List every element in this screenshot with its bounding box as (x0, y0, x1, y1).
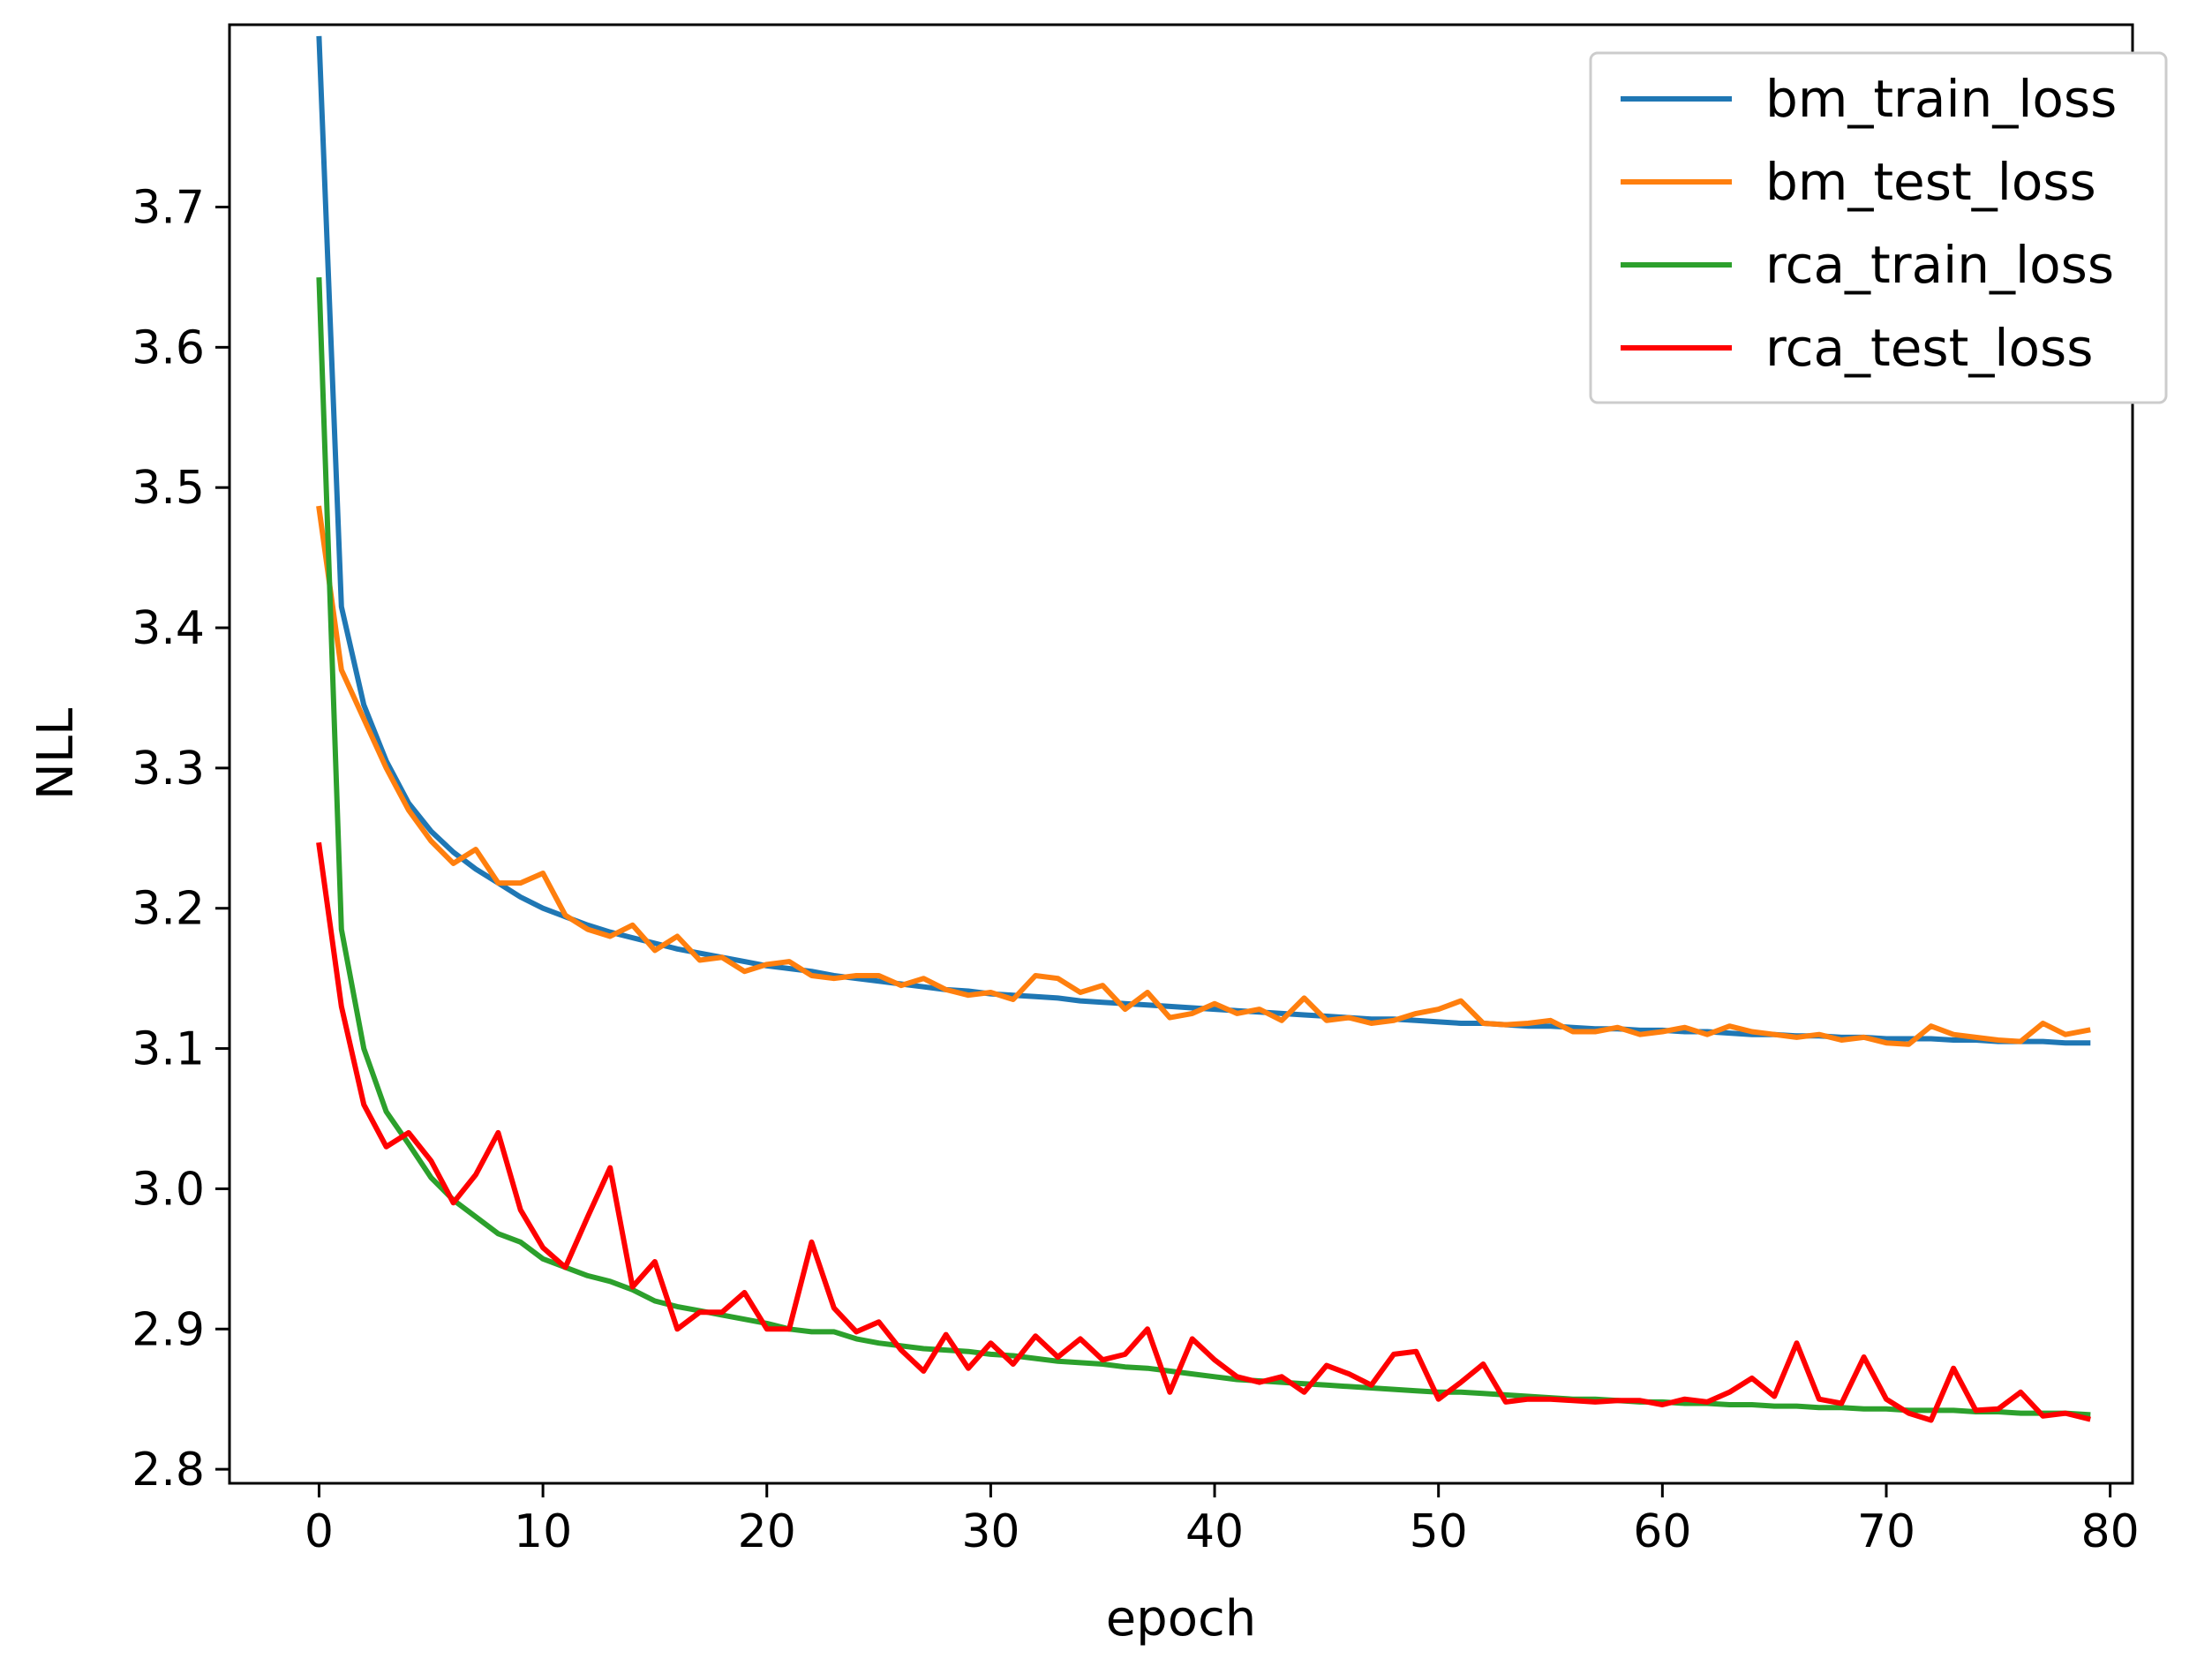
x-axis-label: epoch (1106, 1590, 1257, 1648)
series-line-rca-train-loss (316, 276, 2091, 1418)
series-line-bm-test-loss (316, 505, 2091, 1047)
legend-label-bm-train-loss: bm_train_loss (1765, 69, 2117, 129)
y-axis-label: NLL (27, 708, 85, 800)
legend-label-rca-test-loss: rca_test_loss (1765, 318, 2093, 378)
y-tick-label: 2.9 (132, 1303, 205, 1356)
legend-box (1589, 51, 2168, 404)
x-tick-label: 70 (1857, 1505, 1915, 1558)
x-tick-label: 30 (961, 1505, 1019, 1558)
plot-frame (228, 23, 2134, 1485)
y-tick-label: 2.8 (132, 1444, 205, 1497)
y-tick-label: 3.2 (132, 883, 205, 936)
series-layer (316, 35, 2091, 1423)
x-tick-label: 0 (305, 1505, 334, 1558)
y-tick-label: 3.1 (132, 1023, 205, 1076)
y-tick-label: 3.3 (132, 743, 205, 796)
x-tick-label: 40 (1185, 1505, 1244, 1558)
x-tick-label: 50 (1410, 1505, 1468, 1558)
x-axis-ticks: 0 10 20 30 40 50 60 70 80 (305, 1483, 2140, 1558)
x-tick-label: 60 (1633, 1505, 1691, 1558)
y-tick-label: 3.6 (132, 321, 205, 374)
y-tick-label: 3.4 (132, 602, 205, 655)
legend: bm_train_loss bm_test_loss rca_train_lossr… (1589, 51, 2168, 404)
x-tick-label: 80 (2081, 1505, 2140, 1558)
y-tick-label: 3.7 (132, 182, 205, 235)
x-tick-label: 20 (738, 1505, 796, 1558)
y-tick-label: 3.0 (132, 1163, 205, 1216)
legend-label-rca-train-loss: rca_train_loss (1765, 235, 2114, 295)
legend-label-bm-test-loss: bm_test_loss (1765, 152, 2096, 212)
series-line-rca-test-loss (316, 841, 2091, 1423)
y-tick-label: 3.5 (132, 462, 205, 515)
y-axis-ticks: 2.8 2.9 3.0 3.1 3.2 3.3 3.4 3.5 3.6 3.7 (132, 182, 229, 1497)
x-tick-label: 10 (514, 1505, 572, 1558)
